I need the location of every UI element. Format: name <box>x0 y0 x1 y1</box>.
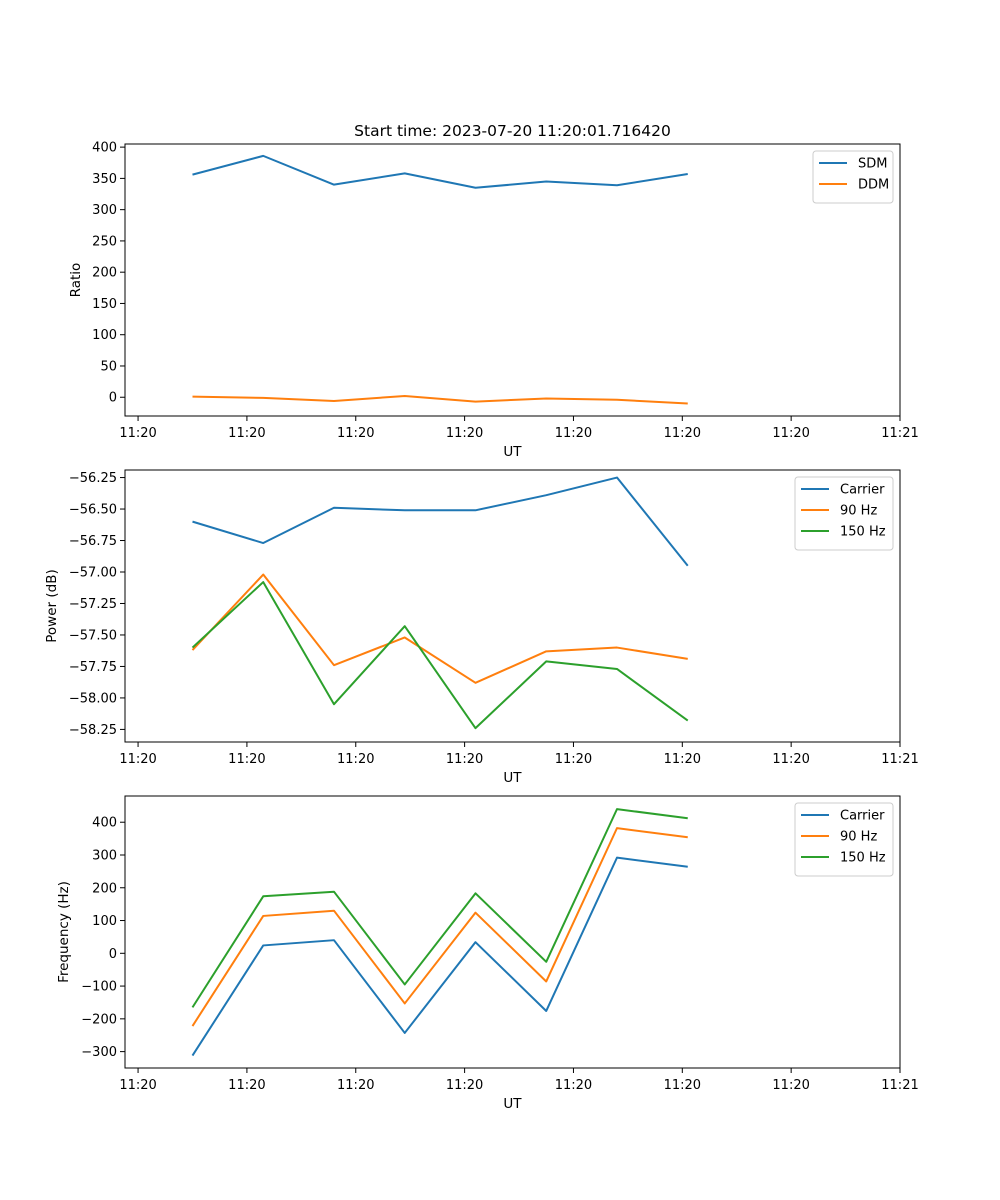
x-tick-label: 11:21 <box>881 1078 918 1093</box>
x-axis-label: UT <box>503 444 522 460</box>
y-tick-label: 200 <box>92 881 117 896</box>
chart-panel-3: 11:20 11:20 11:20 11:20 11:20 11:20 11:20 11:21… <box>56 795 919 1112</box>
x-tick-label: 11:20 <box>337 1078 374 1093</box>
x-tick-label: 11:20 <box>337 426 374 441</box>
legend: SDM DDM <box>812 150 894 204</box>
y-tick-label: 0 <box>109 947 117 962</box>
x-tick-label: 11:20 <box>664 426 701 441</box>
legend-label: Carrier <box>840 809 885 824</box>
y-tick-label: 150 <box>92 297 117 312</box>
legend-label: SDM <box>858 157 887 172</box>
y-tick-label: 200 <box>92 266 117 281</box>
x-tick-label: 11:20 <box>119 1078 156 1093</box>
y-tick-label: 300 <box>92 203 117 218</box>
y-axis-label: Ratio <box>68 263 84 298</box>
y-tick-label: 350 <box>92 172 117 187</box>
legend: Carrier 90 Hz 150 Hz <box>794 802 894 877</box>
series-line-90-hz <box>191 573 688 684</box>
y-tick-label: −56.25 <box>69 471 117 486</box>
y-tick-label: 0 <box>109 391 117 406</box>
x-tick-label: 11:20 <box>446 752 483 767</box>
x-tick-label: 11:21 <box>881 752 918 767</box>
legend-label: DDM <box>858 178 889 193</box>
y-tick-label: 100 <box>92 914 117 929</box>
y-tick-label: −56.75 <box>69 534 117 549</box>
legend-label: 90 Hz <box>840 504 877 519</box>
series-line-ddm <box>192 394 688 405</box>
plot-area <box>125 470 900 742</box>
y-tick-label: −300 <box>81 1045 117 1060</box>
series-line-carrier <box>191 856 688 1057</box>
x-axis-label: UT <box>503 770 522 786</box>
y-tick-label: −57.50 <box>69 628 117 643</box>
figure-title: Start time: 2023-07-20 11:20:01.716420 <box>354 122 671 140</box>
x-tick-label: 11:20 <box>664 1078 701 1093</box>
x-tick-label: 11:20 <box>228 1078 265 1093</box>
axes-frame <box>124 143 901 417</box>
plot-area <box>125 796 900 1068</box>
legend: Carrier 90 Hz 150 Hz <box>794 476 894 551</box>
y-tick-label: −57.00 <box>69 566 117 581</box>
y-tick-label: −58.00 <box>69 691 117 706</box>
x-tick-label: 11:20 <box>555 752 592 767</box>
series-line-90-hz <box>191 827 688 1027</box>
y-tick-label: −58.25 <box>69 723 117 738</box>
axes-frame <box>124 795 901 1069</box>
y-axis-label: Power (dB) <box>44 569 60 642</box>
legend-label: Carrier <box>840 483 885 498</box>
x-tick-label: 11:20 <box>446 426 483 441</box>
legend-label: 150 Hz <box>840 851 886 866</box>
x-tick-label: 11:20 <box>772 752 809 767</box>
legend-label: 150 Hz <box>840 525 886 540</box>
y-axis-label: Frequency (Hz) <box>56 881 72 983</box>
series-line-carrier <box>192 476 689 567</box>
x-tick-label: 11:20 <box>772 1078 809 1093</box>
y-tick-label: 50 <box>100 359 117 374</box>
y-tick-label: 250 <box>92 234 117 249</box>
y-tick-label: −57.25 <box>69 597 117 612</box>
legend-label: 90 Hz <box>840 830 877 845</box>
chart-panels: 11:20 11:20 11:20 11:20 11:20 11:20 11:20 11:21… <box>44 141 919 1112</box>
x-tick-label: 11:20 <box>337 752 374 767</box>
plot-area <box>125 144 900 416</box>
y-tick-label: −200 <box>81 1012 117 1027</box>
x-tick-label: 11:20 <box>772 426 809 441</box>
y-tick-label: −100 <box>81 980 117 995</box>
y-tick-label: 400 <box>92 141 117 156</box>
x-tick-label: 11:20 <box>555 426 592 441</box>
series-line-sdm <box>192 154 688 189</box>
x-tick-label: 11:20 <box>664 752 701 767</box>
y-tick-label: −56.50 <box>69 503 117 518</box>
x-tick-label: 11:20 <box>119 426 156 441</box>
x-tick-label: 11:20 <box>228 426 265 441</box>
axes-frame <box>124 469 901 743</box>
y-tick-label: 100 <box>92 328 117 343</box>
y-tick-label: 400 <box>92 816 117 831</box>
x-tick-label: 11:20 <box>446 1078 483 1093</box>
x-tick-label: 11:20 <box>119 752 156 767</box>
x-tick-label: 11:21 <box>881 426 918 441</box>
series-line-150-hz <box>191 581 689 730</box>
series-line-150-hz <box>191 808 688 1008</box>
x-axis-label: UT <box>503 1096 522 1112</box>
y-tick-label: 300 <box>92 848 117 863</box>
x-tick-label: 11:20 <box>555 1078 592 1093</box>
chart-panel-1: 11:20 11:20 11:20 11:20 11:20 11:20 11:20 11:21… <box>68 141 919 460</box>
y-tick-label: −57.75 <box>69 660 117 675</box>
chart-panel-2: 11:20 11:20 11:20 11:20 11:20 11:20 11:20 11:21… <box>44 469 919 786</box>
x-tick-label: 11:20 <box>228 752 265 767</box>
